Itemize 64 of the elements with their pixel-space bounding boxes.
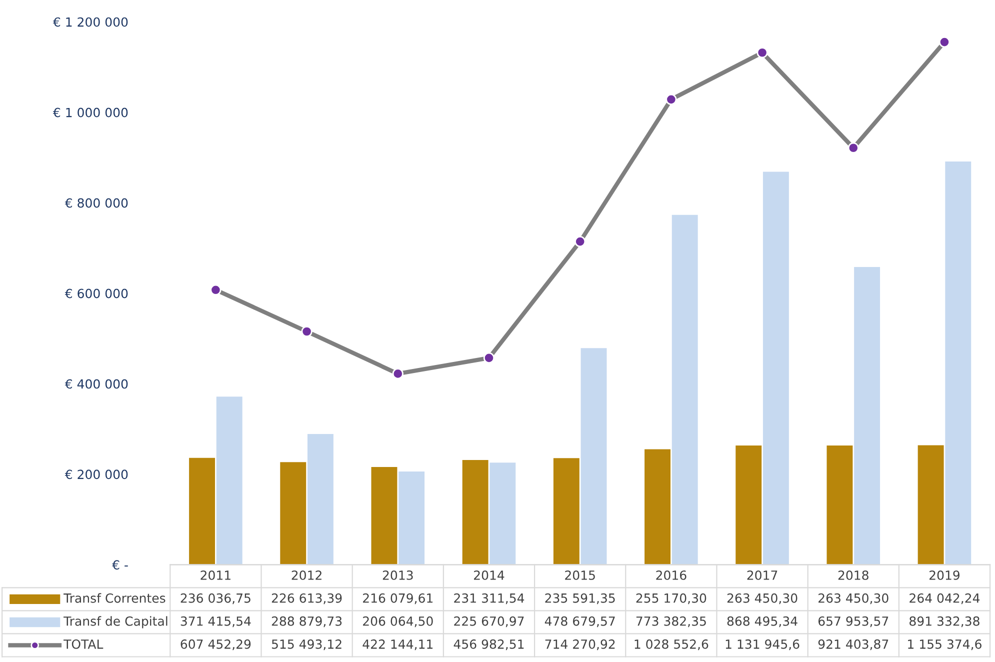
legend-label: Transf Correntes: [64, 593, 166, 603]
data-label: 891 332,38: [910, 616, 980, 628]
y-tick-label: € 1 000 000: [52, 108, 128, 118]
data-label: 225 670,97: [454, 616, 524, 628]
bar: [672, 214, 698, 565]
data-label: 478 679,57: [544, 616, 615, 628]
data-label: 255 170,30: [636, 593, 706, 604]
x-tick-label: 2015: [565, 570, 595, 580]
x-tick-label: 2012: [292, 570, 322, 580]
data-label: 236 036,75: [180, 593, 250, 604]
data-label: 714 270,92: [545, 639, 615, 650]
data-label: 371 415,54: [180, 616, 251, 628]
data-label: 422 144,11: [362, 639, 433, 650]
legend-label: Transf de Capital: [64, 616, 168, 628]
data-label: 263 450,30: [727, 593, 798, 604]
y-tick-label: € -: [112, 560, 128, 570]
bar: [580, 348, 607, 565]
data-label: 515 493,12: [272, 639, 342, 650]
bar: [216, 396, 242, 565]
y-tick-label: € 800 000: [64, 198, 128, 208]
data-label: 216 079,61: [363, 593, 433, 604]
x-tick-label: 2014: [474, 570, 504, 580]
bar: [736, 446, 762, 565]
x-tick-label: 2019: [929, 570, 960, 580]
legend-label: TOTAL: [64, 639, 104, 649]
x-tick-label: 2017: [747, 570, 778, 580]
bar: [826, 446, 853, 565]
y-tick-label: € 400 000: [64, 379, 128, 389]
data-label: 231 311,54: [454, 593, 524, 604]
data-label: 607 452,29: [180, 639, 251, 650]
bar: [553, 458, 580, 565]
data-label: 921 403,87: [818, 639, 888, 650]
data-label: 1 131 945,6: [726, 639, 800, 650]
bar: [490, 462, 516, 565]
data-label: 206 064,50: [363, 616, 433, 628]
data-label: 1 155 374,6: [908, 639, 982, 650]
data-label: 456 982,51: [454, 639, 524, 650]
data-label: 868 495,34: [727, 616, 798, 628]
bar: [371, 466, 398, 565]
bar: [280, 462, 306, 565]
x-tick-label: 2018: [838, 570, 868, 580]
data-label: 264 042,24: [910, 593, 980, 604]
bar: [462, 460, 488, 565]
y-tick-label: € 200 000: [64, 470, 128, 480]
x-tick-label: 2016: [656, 570, 686, 580]
data-label: 657 953,57: [818, 616, 888, 628]
data-label: 773 382,35: [636, 616, 706, 628]
x-tick-label: 2011: [200, 570, 230, 580]
bar: [189, 458, 216, 565]
data-label: 263 450,30: [818, 593, 888, 604]
bar: [854, 267, 880, 565]
bar: [918, 445, 944, 565]
bar: [945, 161, 972, 565]
data-label: 235 591,35: [545, 593, 615, 604]
data-label: 226 613,39: [272, 593, 342, 604]
x-tick-label: 2013: [382, 570, 413, 580]
data-label: 288 879,73: [272, 616, 342, 628]
bar: [762, 172, 789, 565]
bar: [644, 449, 670, 565]
y-tick-label: € 600 000: [64, 288, 128, 298]
y-tick-label: € 1 200 000: [52, 17, 128, 27]
bar: [398, 471, 425, 565]
data-label: 1 028 552,6: [634, 639, 708, 650]
bar: [307, 434, 334, 565]
